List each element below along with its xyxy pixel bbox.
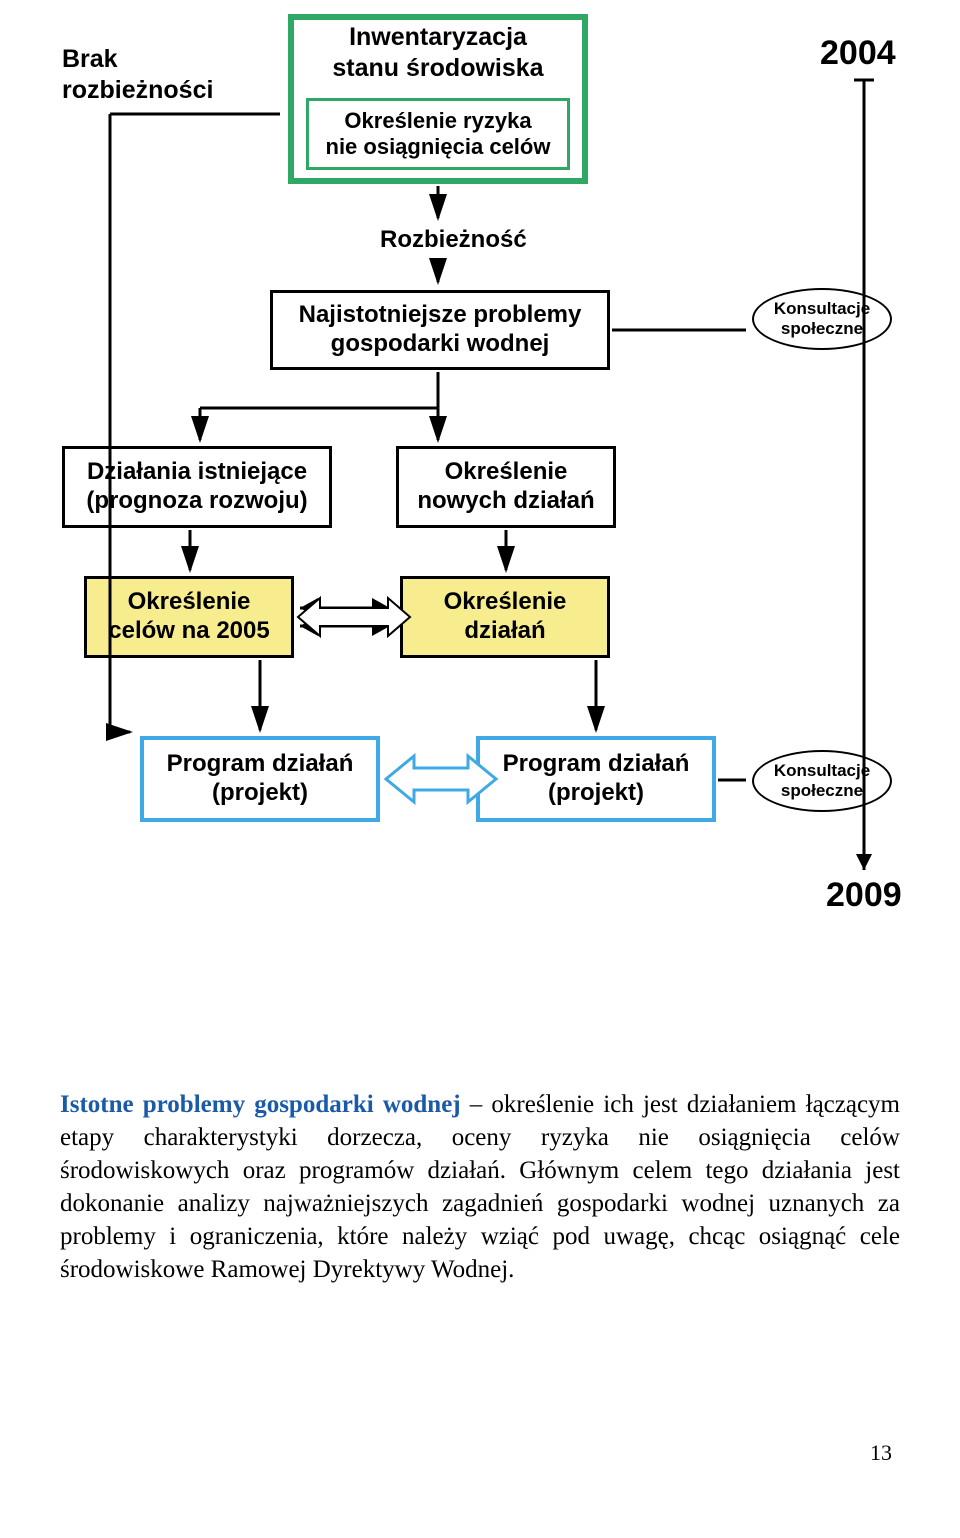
body-rest: określenie ich jest działaniem łączącym … [60,1091,900,1283]
page-number: 13 [870,1440,892,1466]
body-lead: Istotne problemy gospodarki wodnej [60,1091,461,1118]
body-sep: – [461,1091,492,1118]
connectors-svg [0,0,960,1000]
diagram-container: Inwentaryzacja stanu środowiska Określen… [0,0,960,1000]
body-paragraph: Istotne problemy gospodarki wodnej – okr… [60,1088,900,1286]
